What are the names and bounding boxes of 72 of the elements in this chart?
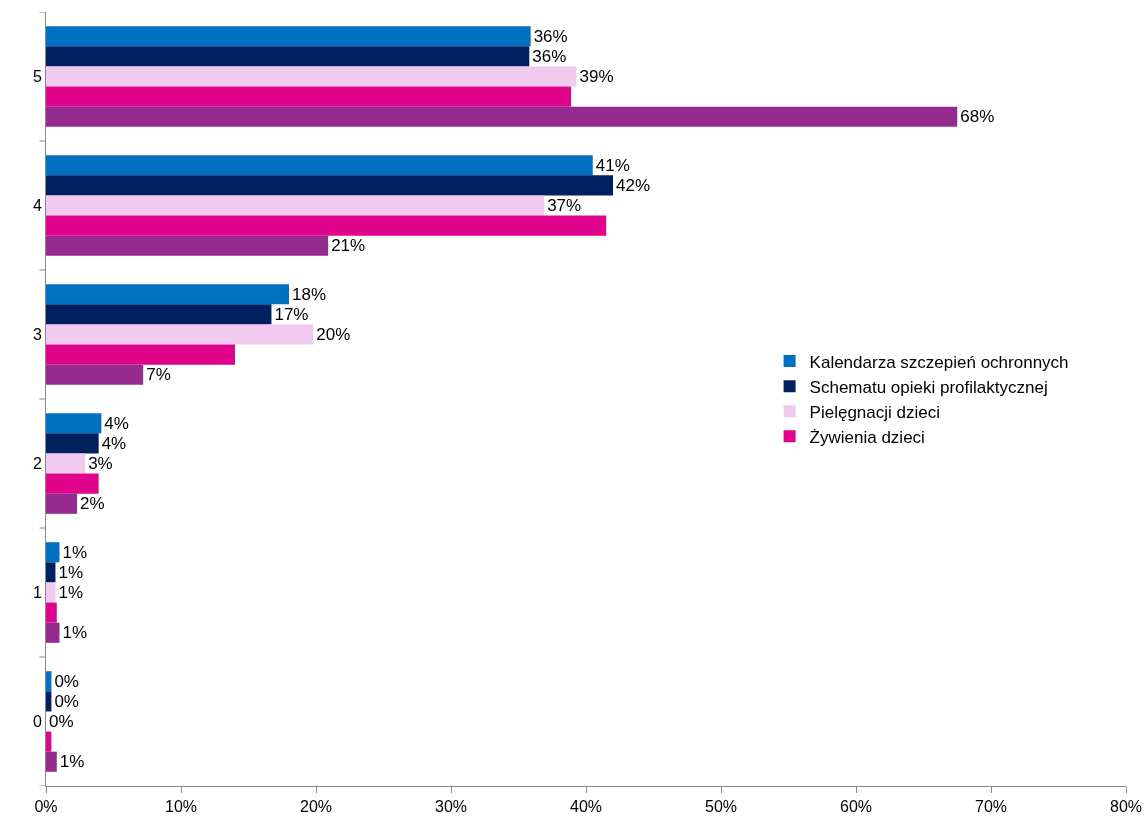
x-tick-label: 50% — [704, 798, 738, 816]
data-label: 36% — [533, 26, 568, 46]
data-label: 20% — [316, 325, 351, 344]
data-label: 41% — [595, 155, 630, 175]
data-label: 1% — [58, 583, 84, 602]
y-tick-label: 4 — [32, 197, 42, 215]
bar — [46, 195, 545, 216]
x-tick-label: 60% — [839, 798, 873, 816]
data-label: 0% — [49, 712, 74, 731]
bar — [46, 46, 530, 67]
legend-label: Żywienia dzieci — [809, 427, 925, 447]
x-tick-label: 20% — [299, 798, 333, 816]
bar — [46, 235, 329, 256]
data-label: 21% — [331, 236, 366, 256]
data-label: 17% — [274, 304, 309, 324]
x-tick-label: 80% — [1109, 798, 1143, 816]
legend-label: Pielęgnacji dzieci — [809, 402, 941, 422]
legend-label: Kalendarza szczepień ochronnych — [809, 352, 1069, 372]
data-label: 1% — [59, 752, 85, 772]
bar — [46, 473, 99, 494]
data-label: 1% — [62, 623, 88, 643]
bar — [46, 671, 52, 692]
bar — [46, 542, 60, 563]
bar — [46, 215, 607, 236]
y-tick-label: 1 — [32, 584, 42, 602]
data-label: 1% — [58, 562, 84, 582]
legend-label: Schematu opieki profilaktycznej — [809, 377, 1048, 397]
data-label: 0% — [54, 691, 79, 711]
bar — [46, 691, 52, 712]
bar — [46, 324, 314, 345]
bar — [46, 582, 56, 603]
x-tick-label: 0% — [34, 798, 58, 816]
data-label: 2% — [80, 494, 105, 514]
x-tick-label: 30% — [434, 798, 468, 816]
y-tick-label: 0 — [32, 713, 42, 731]
bar — [46, 86, 572, 107]
bar — [46, 155, 593, 176]
x-tick-label: 70% — [974, 798, 1008, 816]
bar — [46, 622, 60, 643]
bar — [46, 304, 272, 325]
bar — [46, 602, 57, 623]
bar — [46, 562, 56, 583]
bar — [46, 175, 613, 196]
data-label: 4% — [104, 413, 129, 433]
bar — [46, 493, 78, 514]
bar — [46, 364, 144, 385]
data-label: 18% — [292, 284, 327, 304]
data-label: 7% — [146, 365, 171, 385]
bar — [46, 731, 52, 752]
data-label: 3% — [88, 454, 113, 473]
bar — [46, 26, 531, 47]
data-label: 42% — [616, 175, 651, 195]
data-label: 1% — [62, 542, 88, 562]
bar — [46, 751, 57, 772]
data-label: 4% — [101, 433, 127, 453]
bar — [46, 413, 102, 434]
bar — [46, 344, 235, 365]
y-tick-label: 2 — [32, 455, 42, 473]
bar — [46, 433, 99, 454]
y-tick-label: 5 — [32, 68, 42, 86]
x-tick-label: 10% — [164, 798, 198, 816]
bar — [46, 284, 289, 305]
x-tick-label: 40% — [569, 798, 603, 816]
data-label: 37% — [547, 196, 582, 215]
data-label: 36% — [532, 46, 567, 66]
data-label: 0% — [54, 671, 79, 691]
bar — [46, 66, 577, 87]
bar — [46, 453, 86, 474]
data-label: 39% — [579, 67, 614, 86]
data-label: 68% — [960, 107, 995, 127]
bar — [46, 106, 958, 127]
y-tick-label: 3 — [32, 326, 42, 344]
